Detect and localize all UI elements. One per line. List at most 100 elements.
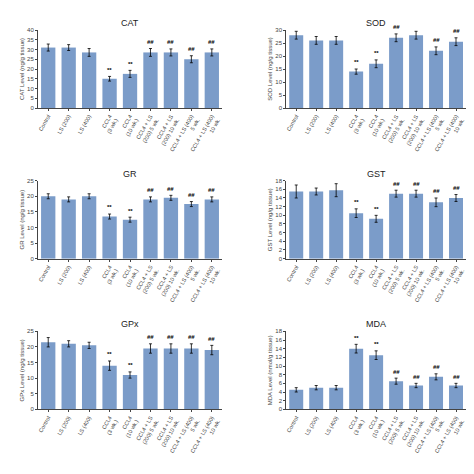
svg-text:CCL4 + LS(200) 10 wk.: CCL4 + LS(200) 10 wk. — [399, 113, 426, 146]
svg-text:##: ## — [147, 334, 154, 340]
svg-text:LS (200): LS (200) — [56, 415, 72, 436]
svg-text:LS (400): LS (400) — [77, 415, 93, 436]
svg-text:Control: Control — [285, 264, 299, 282]
svg-text:Control: Control — [37, 264, 51, 282]
svg-text:**: ** — [107, 204, 112, 210]
svg-text:CCL4(10 wk.): CCL4(10 wk.) — [118, 264, 139, 288]
svg-text:**: ** — [128, 362, 133, 368]
svg-text:SOD: SOD — [366, 18, 386, 28]
svg-text:LS (200): LS (200) — [304, 415, 320, 436]
svg-text:CAT Level (ng/g tissue): CAT Level (ng/g tissue) — [19, 38, 25, 100]
svg-text:CCL4 + LS(200) 10 wk.: CCL4 + LS(200) 10 wk. — [154, 113, 181, 146]
svg-text:LS (200): LS (200) — [304, 114, 320, 135]
svg-text:CCL4 + LS(200) 5 wk.: CCL4 + LS(200) 5 wk. — [381, 415, 406, 446]
svg-text:0: 0 — [279, 406, 283, 412]
svg-text:**: ** — [107, 67, 112, 73]
svg-text:2: 2 — [279, 247, 283, 253]
svg-text:8: 8 — [279, 372, 283, 378]
svg-text:CCL4(10 wk.): CCL4(10 wk.) — [118, 415, 139, 439]
svg-text:CCL4(3 wk.): CCL4(3 wk.) — [346, 114, 366, 135]
svg-text:GPx: GPx — [121, 319, 139, 329]
svg-text:GST: GST — [367, 169, 386, 179]
svg-text:CCL4 + LS(200) 10 wk.: CCL4 + LS(200) 10 wk. — [399, 415, 426, 448]
svg-text:20: 20 — [27, 66, 34, 72]
svg-text:14: 14 — [275, 195, 282, 201]
svg-text:##: ## — [208, 187, 215, 193]
svg-text:25: 25 — [275, 40, 282, 46]
svg-text:10: 10 — [27, 225, 34, 231]
svg-text:**: ** — [354, 59, 359, 65]
svg-text:10: 10 — [27, 86, 34, 92]
svg-text:CCL4 + LS(200) 5 wk.: CCL4 + LS(200) 5 wk. — [135, 264, 160, 295]
svg-text:##: ## — [453, 28, 460, 34]
svg-text:30: 30 — [27, 47, 34, 53]
svg-text:CCL4 + LS (400)5 wk.: CCL4 + LS (400)5 wk. — [413, 415, 445, 458]
svg-text:20: 20 — [27, 193, 34, 199]
svg-text:18: 18 — [275, 178, 282, 184]
svg-text:##: ## — [413, 181, 420, 187]
svg-text:**: ** — [374, 50, 379, 56]
svg-text:##: ## — [393, 369, 400, 375]
svg-text:20: 20 — [27, 344, 34, 350]
svg-text:##: ## — [393, 24, 400, 30]
svg-text:0: 0 — [30, 406, 34, 412]
svg-text:##: ## — [147, 187, 154, 193]
svg-text:CCL4 + LS(200) 5 wk.: CCL4 + LS(200) 5 wk. — [135, 415, 160, 446]
svg-text:LS (400): LS (400) — [324, 114, 340, 135]
svg-text:CCL4 + LS(200) 10 wk.: CCL4 + LS(200) 10 wk. — [399, 264, 426, 297]
svg-text:4: 4 — [279, 238, 283, 244]
svg-text:##: ## — [433, 37, 440, 43]
svg-text:40: 40 — [27, 27, 34, 33]
svg-text:CCL4 + LS (400)5 wk.: CCL4 + LS (400)5 wk. — [413, 113, 445, 156]
svg-text:**: ** — [374, 341, 379, 347]
svg-text:0: 0 — [279, 256, 283, 262]
svg-text:CCL4(10 wk.): CCL4(10 wk.) — [364, 415, 385, 439]
svg-text:0: 0 — [30, 105, 34, 111]
svg-text:12: 12 — [275, 354, 282, 360]
svg-text:10: 10 — [27, 375, 34, 381]
svg-text:CCL4 + LS (400)5 wk.: CCL4 + LS (400)5 wk. — [169, 264, 201, 307]
svg-text:CCL4 + LS (400)10 wk.: CCL4 + LS (400)10 wk. — [189, 415, 221, 458]
svg-text:##: ## — [208, 336, 215, 342]
svg-text:**: ** — [354, 335, 359, 341]
svg-text:**: ** — [374, 206, 379, 212]
svg-text:CCL4(10 wk.): CCL4(10 wk.) — [364, 264, 385, 288]
svg-text:##: ## — [188, 192, 195, 198]
svg-text:##: ## — [167, 186, 174, 192]
svg-text:10: 10 — [275, 79, 282, 85]
svg-text:CCL4 + LS (400)10 wk.: CCL4 + LS (400)10 wk. — [433, 415, 465, 458]
svg-text:2: 2 — [279, 398, 283, 404]
svg-text:30: 30 — [275, 27, 282, 33]
svg-text:GR Level (ng/g tissue): GR Level (ng/g tissue) — [19, 190, 25, 250]
svg-text:##: ## — [188, 334, 195, 340]
svg-text:4: 4 — [279, 389, 283, 395]
svg-text:##: ## — [393, 181, 400, 187]
svg-text:LS (200): LS (200) — [304, 264, 320, 285]
svg-text:15: 15 — [275, 66, 282, 72]
svg-text:##: ## — [167, 334, 174, 340]
svg-text:CCL4 + LS (400)10 wk.: CCL4 + LS (400)10 wk. — [433, 264, 465, 307]
svg-text:12: 12 — [275, 204, 282, 210]
svg-text:CCL4 + LS (400)10 wk.: CCL4 + LS (400)10 wk. — [433, 113, 465, 156]
svg-text:10: 10 — [275, 212, 282, 218]
svg-text:CCL4(3 wk.): CCL4(3 wk.) — [346, 264, 366, 285]
svg-text:Control: Control — [37, 415, 51, 433]
svg-text:##: ## — [167, 39, 174, 45]
svg-text:LS (200): LS (200) — [56, 264, 72, 285]
svg-text:0: 0 — [279, 105, 283, 111]
svg-text:18: 18 — [275, 328, 282, 334]
svg-text:##: ## — [433, 364, 440, 370]
svg-text:15: 15 — [27, 209, 34, 215]
svg-text:20: 20 — [275, 53, 282, 59]
svg-text:CCL4(3 wk.): CCL4(3 wk.) — [99, 415, 119, 436]
svg-text:16: 16 — [275, 186, 282, 192]
svg-text:##: ## — [188, 46, 195, 52]
svg-text:##: ## — [413, 374, 420, 380]
svg-text:CCL4 + LS (400)10 wk.: CCL4 + LS (400)10 wk. — [189, 113, 221, 156]
svg-text:LS (400): LS (400) — [77, 264, 93, 285]
svg-text:CCL4 + LS(200) 5 wk.: CCL4 + LS(200) 5 wk. — [381, 264, 406, 295]
svg-text:0: 0 — [30, 256, 34, 262]
svg-text:##: ## — [453, 374, 460, 380]
svg-text:SOD Level (ng/g tissue): SOD Level (ng/g tissue) — [267, 37, 273, 101]
svg-text:CCL4(3 wk.): CCL4(3 wk.) — [346, 415, 366, 436]
